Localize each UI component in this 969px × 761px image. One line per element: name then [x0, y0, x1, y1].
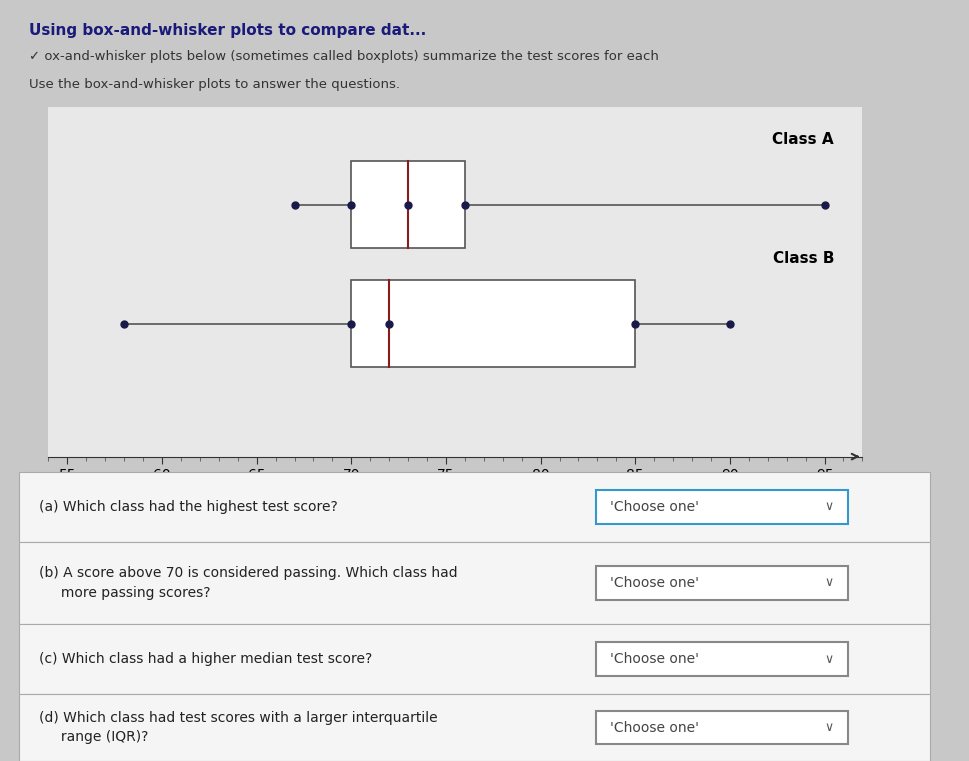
Text: 'Choose one': 'Choose one'	[610, 500, 700, 514]
FancyBboxPatch shape	[596, 490, 848, 524]
Text: ✓ ox-and-whisker plots below (sometimes called boxplots) summarize the test scor: ✓ ox-and-whisker plots below (sometimes …	[29, 50, 659, 63]
Text: (d) Which class had test scores with a larger interquartile
     range (IQR)?: (d) Which class had test scores with a l…	[39, 711, 437, 744]
FancyBboxPatch shape	[19, 472, 930, 542]
Text: ∨: ∨	[824, 721, 833, 734]
Text: ∨: ∨	[824, 652, 833, 666]
Text: ∨: ∨	[824, 576, 833, 590]
Text: (a) Which class had the highest test score?: (a) Which class had the highest test sco…	[39, 500, 337, 514]
FancyBboxPatch shape	[596, 642, 848, 676]
FancyBboxPatch shape	[19, 542, 930, 624]
Text: (b) A score above 70 is considered passing. Which class had
     more passing sc: (b) A score above 70 is considered passi…	[39, 566, 457, 600]
Text: Use the box-and-whisker plots to answer the questions.: Use the box-and-whisker plots to answer …	[29, 78, 400, 91]
FancyBboxPatch shape	[19, 624, 930, 694]
FancyBboxPatch shape	[596, 566, 848, 600]
Text: Using box-and-whisker plots to compare dat...: Using box-and-whisker plots to compare d…	[29, 23, 426, 38]
Text: Class B: Class B	[772, 251, 834, 266]
Text: (c) Which class had a higher median test score?: (c) Which class had a higher median test…	[39, 652, 372, 666]
X-axis label: Test score: Test score	[418, 489, 493, 505]
Text: ∨: ∨	[824, 500, 833, 514]
Text: 'Choose one': 'Choose one'	[610, 652, 700, 666]
FancyBboxPatch shape	[596, 711, 848, 744]
FancyBboxPatch shape	[352, 161, 465, 248]
Text: 'Choose one': 'Choose one'	[610, 721, 700, 734]
Text: Class A: Class A	[772, 132, 834, 147]
Text: 'Choose one': 'Choose one'	[610, 576, 700, 590]
FancyBboxPatch shape	[352, 280, 636, 368]
FancyBboxPatch shape	[19, 694, 930, 761]
